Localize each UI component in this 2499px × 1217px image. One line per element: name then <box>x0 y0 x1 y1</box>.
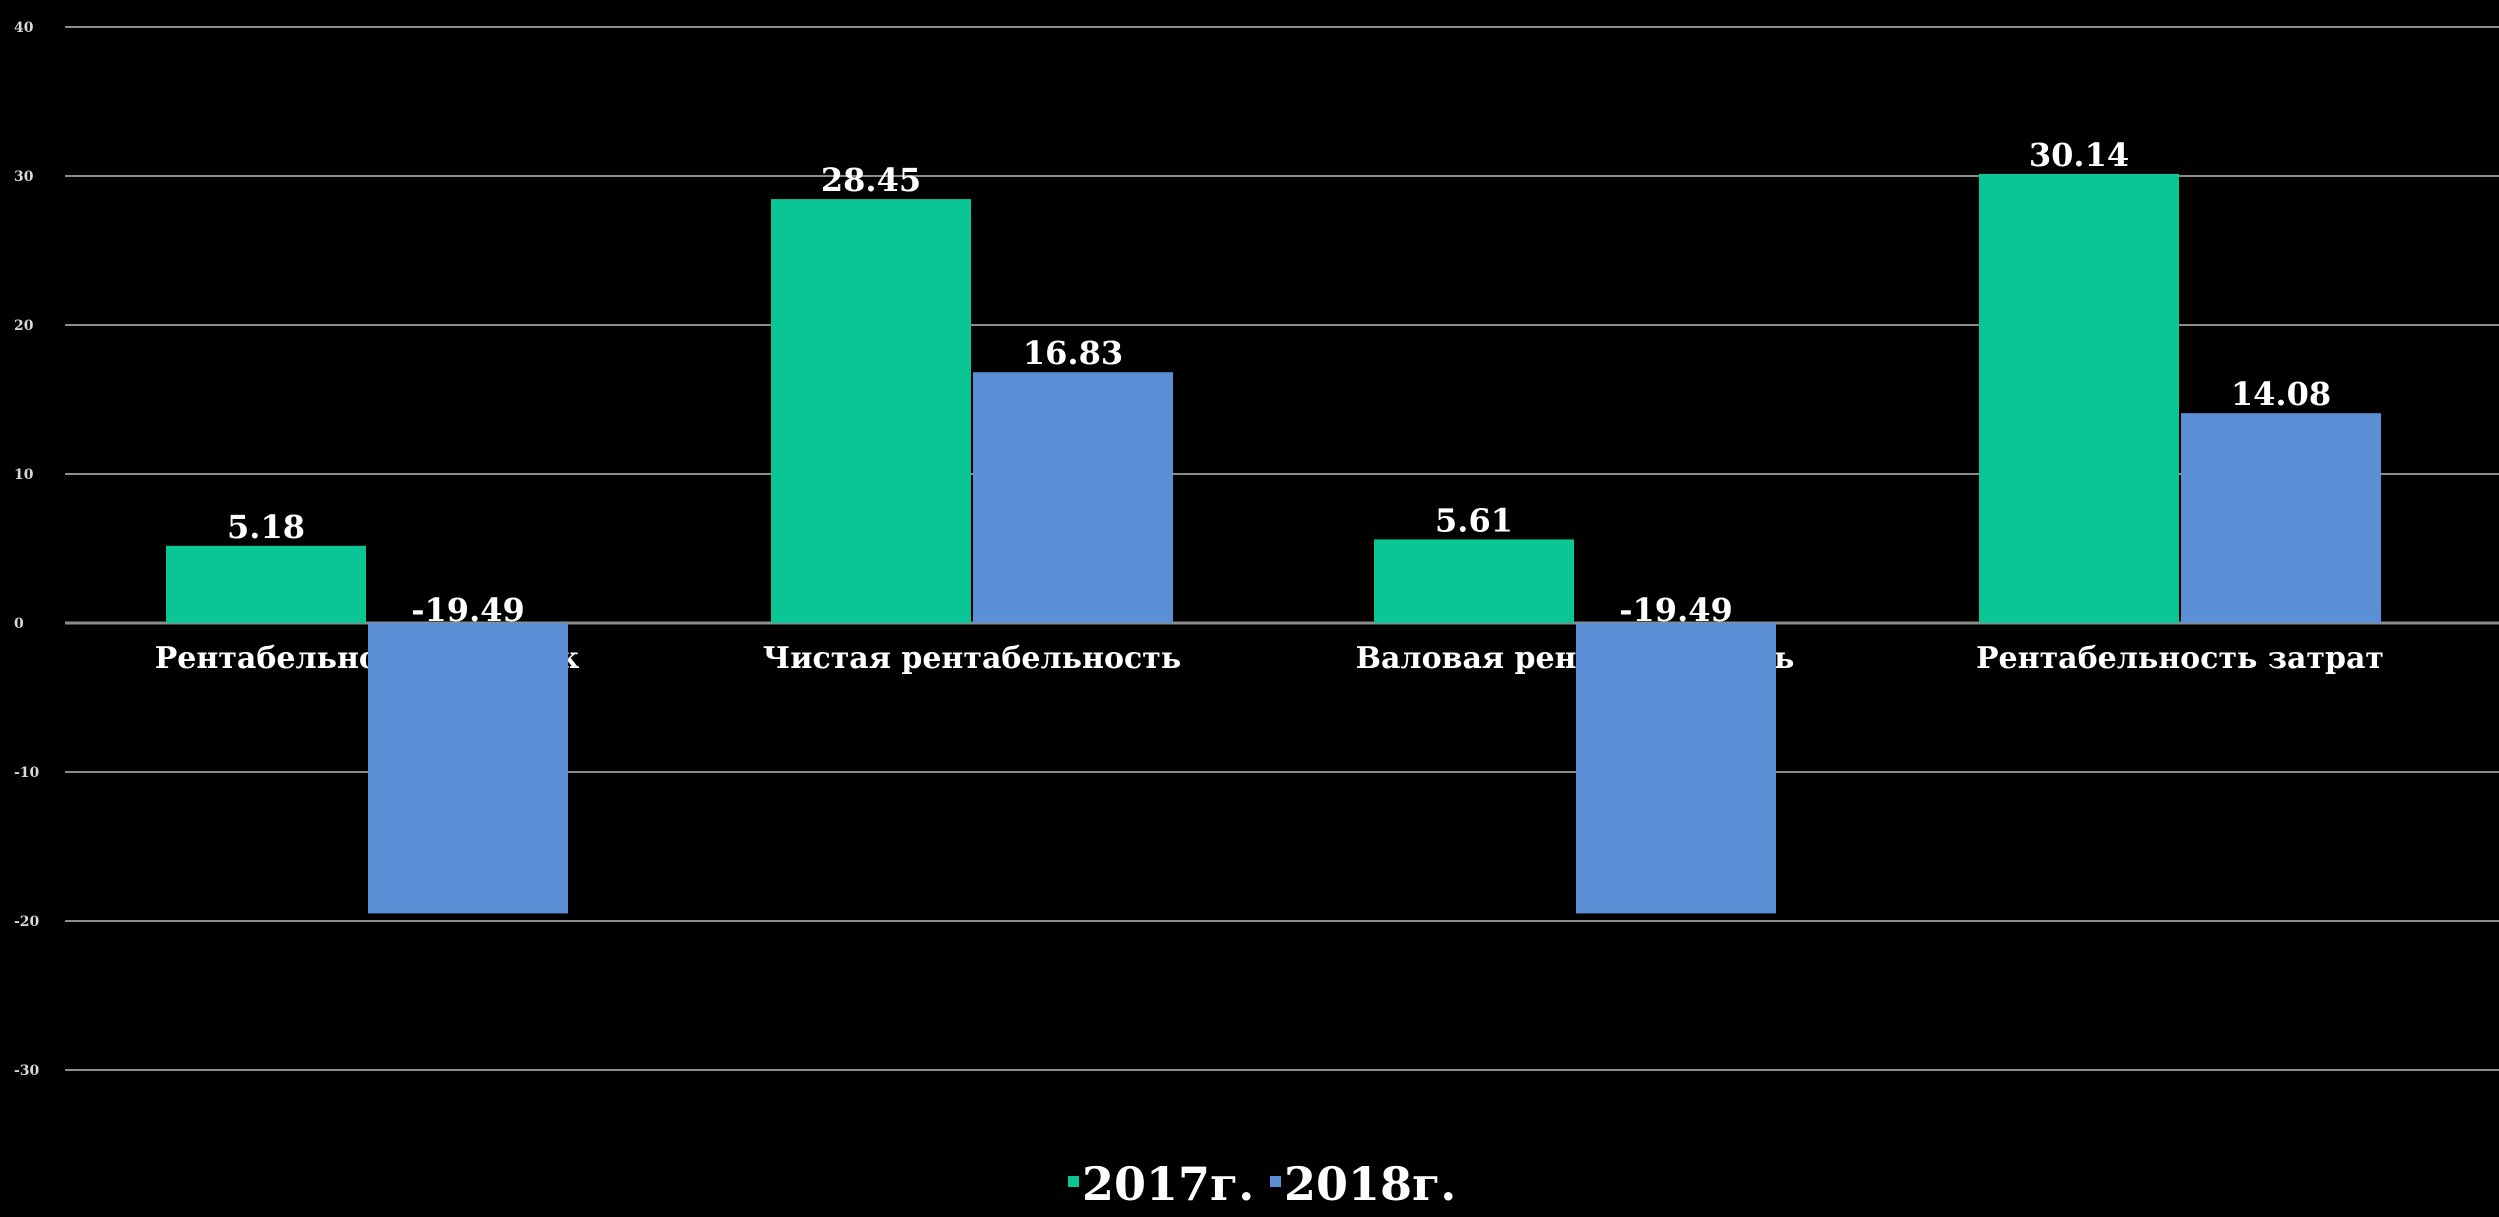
category-label: Чистая рентабельность <box>763 641 1181 676</box>
y-tick-label: -30 <box>14 1063 40 1079</box>
bar-series1 <box>771 199 971 623</box>
y-tick-label: 10 <box>14 467 34 483</box>
y-axis-ticks: 40 30 20 10 0 -10 -20 -30 <box>14 20 40 1079</box>
bars <box>166 173 2381 914</box>
data-label: 14.08 <box>2231 375 2331 413</box>
data-label: 5.18 <box>227 508 305 546</box>
category-label: Рентабельность затрат <box>1976 641 2384 676</box>
data-label: 5.61 <box>1435 501 1513 539</box>
legend[interactable]: 2017г. 2018г. <box>1068 1157 1456 1211</box>
legend-label[interactable]: 2018г. <box>1284 1157 1456 1211</box>
bar-series1 <box>1374 539 1574 623</box>
data-labels: 5.18 -19.49 28.45 16.83 5.61 -19.49 30.14 14.08 <box>227 136 2331 629</box>
data-label: 30.14 <box>2029 136 2129 174</box>
y-tick-label: -20 <box>14 914 40 930</box>
legend-label[interactable]: 2017г. <box>1082 1157 1254 1211</box>
y-tick-label: 20 <box>14 318 34 334</box>
y-tick-label: 40 <box>14 20 34 36</box>
data-label: -19.49 <box>411 591 524 629</box>
data-label: 16.83 <box>1023 334 1123 372</box>
bar-series2 <box>1576 623 1776 914</box>
y-tick-label: 30 <box>14 169 34 185</box>
legend-swatch <box>1270 1176 1281 1187</box>
bar-series2 <box>2181 413 2381 623</box>
bar-series2 <box>368 623 568 914</box>
bar-series2 <box>973 372 1173 623</box>
y-tick-label: 0 <box>14 616 24 632</box>
bar-series1 <box>1979 173 2179 623</box>
data-label: 28.45 <box>821 161 921 199</box>
legend-swatch <box>1068 1176 1079 1187</box>
data-label: -19.49 <box>1619 591 1732 629</box>
y-tick-label: -10 <box>14 765 40 781</box>
bar-series1 <box>166 545 366 623</box>
